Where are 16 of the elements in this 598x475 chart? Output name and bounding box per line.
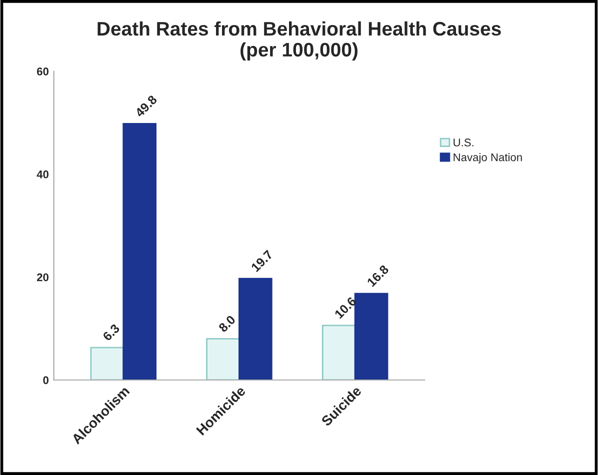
y-tick-label: 0 xyxy=(43,376,49,384)
bar xyxy=(354,292,388,380)
bar xyxy=(206,338,240,380)
bar xyxy=(122,123,156,380)
data-label: 49.8 xyxy=(134,94,158,118)
bar xyxy=(90,346,124,380)
chart-title: Death Rates from Behavioral Health Causes (per 100,000) xyxy=(98,21,501,60)
y-tick-label: 20 xyxy=(36,273,49,282)
legend-label: Navajo Nation xyxy=(454,153,522,164)
bar xyxy=(238,278,272,380)
bar xyxy=(322,324,356,380)
data-label: 6.3 xyxy=(102,323,120,342)
data-label: 8.0 xyxy=(218,314,236,333)
y-tick-label: 60 xyxy=(37,68,49,76)
y-tick-label: 40 xyxy=(36,170,49,178)
legend-label: U.S. xyxy=(454,138,474,146)
